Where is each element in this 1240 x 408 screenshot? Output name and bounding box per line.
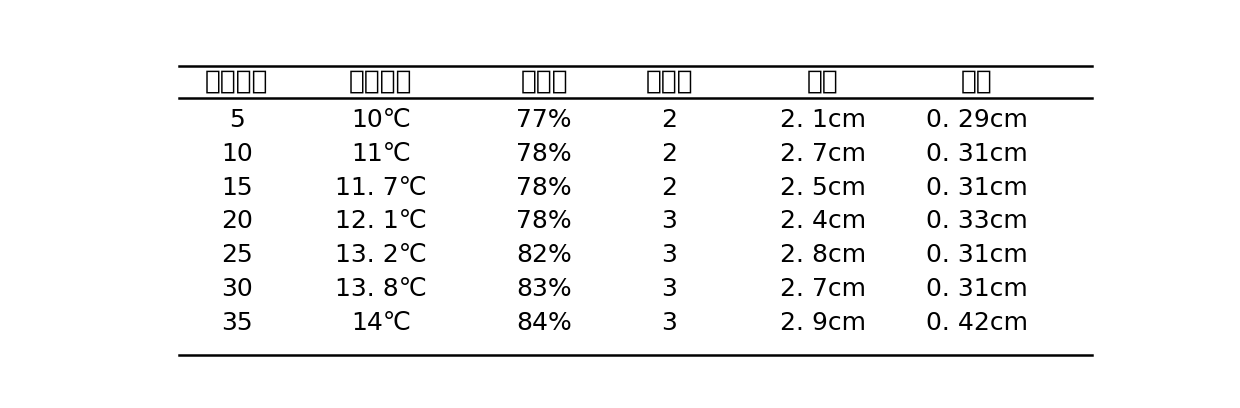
Text: 5: 5: [229, 108, 244, 132]
Text: 3: 3: [661, 311, 677, 335]
Text: 地表温度: 地表温度: [350, 69, 413, 95]
Text: 78%: 78%: [516, 142, 572, 166]
Text: 0. 29cm: 0. 29cm: [926, 108, 1028, 132]
Text: 10℃: 10℃: [351, 108, 410, 132]
Text: 35: 35: [221, 311, 253, 335]
Text: 0. 31cm: 0. 31cm: [926, 142, 1028, 166]
Text: 13. 2℃: 13. 2℃: [335, 243, 427, 267]
Text: 2. 1cm: 2. 1cm: [780, 108, 866, 132]
Text: 10: 10: [221, 142, 253, 166]
Text: 30: 30: [221, 277, 253, 301]
Text: 出苗率: 出苗率: [521, 69, 568, 95]
Text: 3: 3: [661, 209, 677, 233]
Text: 叶片数: 叶片数: [645, 69, 693, 95]
Text: 2. 4cm: 2. 4cm: [780, 209, 866, 233]
Text: 2. 5cm: 2. 5cm: [780, 175, 866, 200]
Text: 13. 8℃: 13. 8℃: [335, 277, 427, 301]
Text: 78%: 78%: [516, 209, 572, 233]
Text: 83%: 83%: [516, 277, 572, 301]
Text: 2. 9cm: 2. 9cm: [780, 311, 866, 335]
Text: 0. 31cm: 0. 31cm: [926, 277, 1028, 301]
Text: 2. 7cm: 2. 7cm: [780, 142, 866, 166]
Text: 0. 31cm: 0. 31cm: [926, 243, 1028, 267]
Text: 11℃: 11℃: [351, 142, 410, 166]
Text: 2: 2: [661, 108, 677, 132]
Text: 0. 33cm: 0. 33cm: [926, 209, 1028, 233]
Text: 2. 8cm: 2. 8cm: [780, 243, 866, 267]
Text: 11. 7℃: 11. 7℃: [335, 175, 427, 200]
Text: 15: 15: [221, 175, 253, 200]
Text: 78%: 78%: [516, 175, 572, 200]
Text: 2: 2: [661, 175, 677, 200]
Text: 2: 2: [661, 142, 677, 166]
Text: 茎粗: 茎粗: [961, 69, 992, 95]
Text: 3: 3: [661, 243, 677, 267]
Text: 0. 42cm: 0. 42cm: [925, 311, 1028, 335]
Text: 2. 7cm: 2. 7cm: [780, 277, 866, 301]
Text: 14℃: 14℃: [351, 311, 410, 335]
Text: 82%: 82%: [516, 243, 572, 267]
Text: 0. 31cm: 0. 31cm: [926, 175, 1028, 200]
Text: 20: 20: [221, 209, 253, 233]
Text: 12. 1℃: 12. 1℃: [335, 209, 427, 233]
Text: 3: 3: [661, 277, 677, 301]
Text: 株高: 株高: [807, 69, 838, 95]
Text: 84%: 84%: [516, 311, 572, 335]
Text: 留荣高度: 留荣高度: [205, 69, 268, 95]
Text: 77%: 77%: [516, 108, 572, 132]
Text: 25: 25: [221, 243, 253, 267]
